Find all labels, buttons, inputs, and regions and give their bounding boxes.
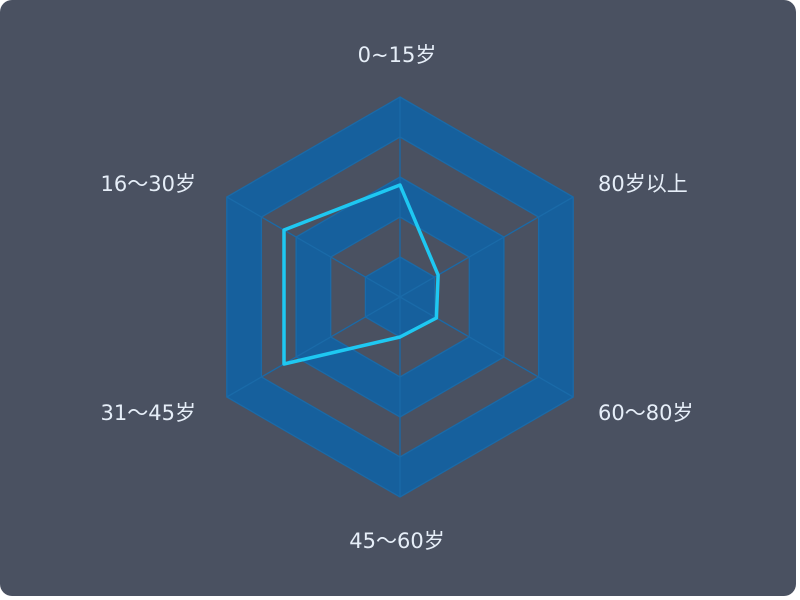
radar-indicator-label: 16～30岁 bbox=[101, 172, 196, 196]
radar-axis-line bbox=[399, 296, 574, 398]
radar-series bbox=[282, 183, 440, 366]
radar-axes bbox=[226, 97, 574, 497]
radar-axis-line bbox=[399, 196, 574, 298]
radar-axis-line bbox=[226, 296, 401, 398]
radar-indicator-labels: 0~15岁 80岁以上 60～80岁 45～60岁 31～45岁 16～30岁 bbox=[101, 43, 694, 553]
radar-indicator-label: 45～60岁 bbox=[349, 529, 444, 553]
radar-indicator-label: 0~15岁 bbox=[358, 43, 437, 67]
radar-split-area-band bbox=[296, 177, 504, 417]
radar-indicator-label: 60～80岁 bbox=[598, 401, 693, 425]
radar-axis-line bbox=[226, 196, 401, 298]
radar-indicator-label: 31～45岁 bbox=[101, 401, 196, 425]
radar-series-line bbox=[282, 183, 440, 366]
radar-indicator-label: 80岁以上 bbox=[598, 172, 688, 196]
